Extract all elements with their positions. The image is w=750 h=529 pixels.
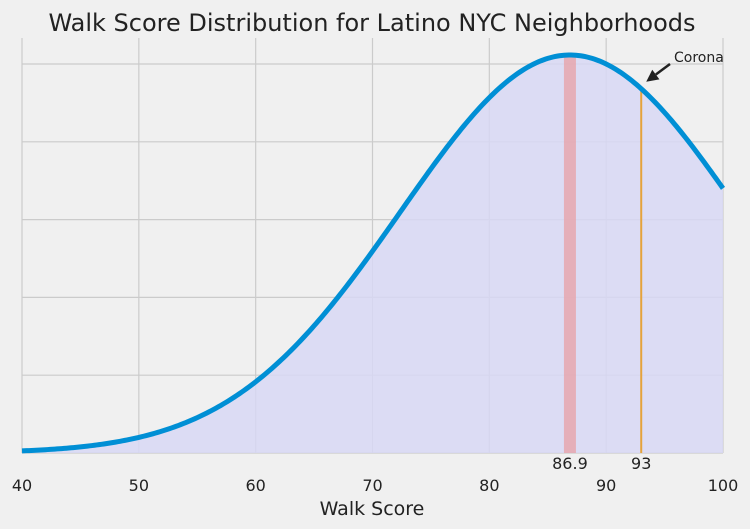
marker-label: 86.9 [552, 454, 588, 473]
markers: 86.9 93 [552, 55, 651, 473]
x-axis-label: Walk Score [320, 498, 425, 520]
marker-label: 93 [631, 454, 651, 473]
x-tick-label: 90 [596, 476, 616, 495]
x-tick-label: 50 [129, 476, 149, 495]
annotation-arrow [655, 62, 671, 76]
x-tick-label: 80 [479, 476, 499, 495]
x-tick-label: 60 [245, 476, 265, 495]
annotation-label: Corona [674, 50, 724, 66]
x-tick-label: 70 [362, 476, 382, 495]
annotation-arrow-head [646, 69, 660, 82]
x-tick-labels: 40 50 60 70 80 90 100 [12, 476, 738, 495]
chart-title: Walk Score Distribution for Latino NYC N… [48, 9, 695, 37]
distribution-curve [21, 52, 726, 454]
marker-band [563, 55, 576, 453]
x-tick-label: 40 [12, 476, 32, 495]
x-tick-label: 100 [708, 476, 739, 495]
annotation: Corona [646, 50, 724, 82]
